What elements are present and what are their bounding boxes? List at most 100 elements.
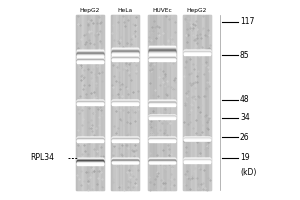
Bar [112, 53, 138, 54]
Bar [77, 61, 103, 62]
Bar [77, 103, 103, 104]
Bar [203, 15, 205, 190]
Bar [149, 159, 175, 160]
Bar [184, 139, 210, 140]
Bar [134, 15, 136, 190]
Bar [184, 51, 210, 52]
Bar [149, 103, 175, 104]
Bar [149, 140, 175, 141]
Bar [149, 57, 175, 58]
Bar [112, 57, 138, 58]
Bar [149, 115, 175, 116]
Text: 48: 48 [240, 96, 250, 104]
Bar [81, 15, 82, 190]
Bar [112, 59, 138, 60]
Bar [184, 138, 210, 139]
Bar [77, 51, 103, 52]
Bar [77, 54, 103, 55]
Bar [149, 100, 175, 101]
Bar [112, 139, 138, 140]
Bar [116, 15, 117, 190]
Bar [149, 140, 175, 141]
Bar [112, 51, 138, 52]
Bar [149, 100, 175, 101]
Bar [184, 158, 210, 159]
Bar [149, 58, 175, 59]
Bar [149, 140, 175, 141]
Bar [209, 15, 211, 190]
Bar [77, 162, 103, 163]
Bar [77, 61, 103, 62]
Bar [192, 15, 194, 190]
Bar [149, 49, 175, 50]
Bar [77, 141, 103, 142]
Bar [77, 163, 103, 164]
Bar [149, 139, 175, 140]
Bar [112, 54, 138, 55]
Bar [149, 54, 175, 55]
Bar [112, 162, 138, 163]
Bar [112, 140, 138, 141]
Bar [133, 15, 134, 190]
Bar [77, 56, 103, 57]
Bar [77, 55, 103, 56]
Bar [112, 58, 138, 59]
Bar [149, 104, 175, 105]
Bar [149, 56, 175, 57]
Bar [77, 51, 103, 52]
Bar [149, 47, 175, 48]
Bar [77, 159, 103, 160]
Bar [77, 50, 103, 51]
Bar [149, 158, 175, 159]
Bar [77, 138, 103, 139]
Bar [77, 138, 103, 139]
Bar [149, 162, 175, 163]
Bar [77, 57, 103, 58]
Bar [77, 139, 103, 140]
Bar [112, 138, 138, 139]
Bar [77, 102, 103, 103]
Bar [76, 15, 104, 190]
Bar [77, 100, 103, 101]
Bar [164, 15, 165, 190]
Bar [184, 138, 210, 139]
Bar [112, 49, 138, 50]
Bar [112, 48, 138, 49]
Bar [112, 160, 138, 161]
Bar [77, 100, 103, 101]
Bar [149, 56, 175, 57]
Bar [149, 104, 175, 105]
Bar [112, 100, 138, 101]
Bar [77, 102, 103, 103]
Bar [149, 53, 175, 54]
Bar [149, 56, 175, 57]
Bar [77, 59, 103, 60]
Bar [149, 51, 175, 52]
Bar [184, 53, 210, 54]
Bar [149, 137, 175, 138]
Bar [77, 53, 103, 54]
Bar [205, 15, 206, 190]
Bar [184, 51, 210, 52]
Bar [149, 105, 175, 106]
Bar [162, 15, 164, 190]
Bar [77, 58, 103, 59]
Bar [184, 161, 210, 162]
Bar [77, 140, 103, 141]
Bar [149, 115, 175, 116]
Bar [149, 102, 175, 103]
Bar [184, 158, 210, 159]
Bar [184, 159, 210, 160]
Bar [149, 139, 175, 140]
Bar [77, 54, 103, 55]
Bar [149, 117, 175, 118]
Bar [168, 15, 170, 190]
Bar [112, 103, 138, 104]
Bar [112, 52, 138, 53]
Bar [112, 158, 138, 159]
Bar [112, 158, 138, 159]
Bar [149, 58, 175, 59]
Bar [77, 161, 103, 162]
Bar [93, 15, 94, 190]
Bar [184, 160, 210, 161]
